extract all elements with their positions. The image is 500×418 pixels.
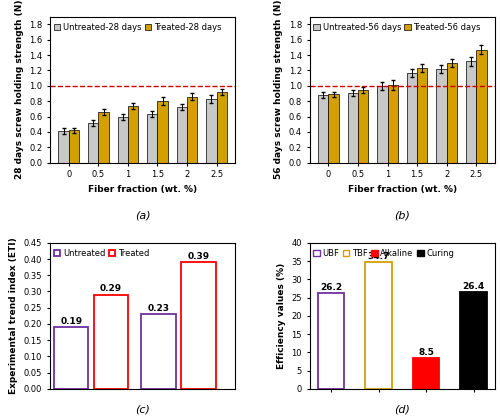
Bar	[158, 101, 168, 163]
Bar	[388, 85, 398, 163]
Text: 26.4: 26.4	[462, 282, 484, 291]
Text: 26.2: 26.2	[320, 283, 342, 292]
Bar	[147, 114, 158, 163]
Bar	[476, 50, 486, 163]
Bar	[69, 130, 79, 163]
Bar	[206, 99, 216, 163]
Text: (a): (a)	[135, 210, 150, 220]
Bar	[358, 90, 368, 163]
Text: 0.19: 0.19	[60, 316, 82, 326]
Y-axis label: Experimental trend index (ETI): Experimental trend index (ETI)	[10, 237, 18, 394]
Text: 0.29: 0.29	[100, 284, 122, 293]
Bar	[128, 106, 138, 163]
Text: 0.39: 0.39	[188, 252, 210, 261]
Bar	[216, 92, 227, 163]
Bar	[417, 68, 428, 163]
Bar	[94, 295, 128, 389]
X-axis label: Fiber fraction (wt. %): Fiber fraction (wt. %)	[348, 185, 457, 194]
Bar	[181, 263, 216, 389]
Text: 0.23: 0.23	[148, 303, 170, 313]
Text: (d): (d)	[394, 404, 410, 414]
Bar	[328, 94, 338, 163]
Legend: Untreated-56 days, Treated-56 days: Untreated-56 days, Treated-56 days	[310, 19, 484, 35]
Bar	[406, 73, 417, 163]
Bar	[446, 63, 457, 163]
Bar	[176, 107, 187, 163]
Text: (c): (c)	[136, 404, 150, 414]
Bar	[98, 112, 108, 163]
Bar	[142, 314, 176, 389]
Bar	[436, 69, 446, 163]
Text: (b): (b)	[394, 210, 410, 220]
Bar	[377, 86, 388, 163]
Text: 34.7: 34.7	[368, 252, 390, 261]
Bar	[466, 61, 476, 163]
Legend: UBF, TBF, Alkaline, Curing: UBF, TBF, Alkaline, Curing	[310, 245, 457, 261]
Bar	[348, 93, 358, 163]
Bar	[58, 131, 69, 163]
Y-axis label: 56 days screw holding strength (N): 56 days screw holding strength (N)	[274, 0, 283, 179]
Bar	[187, 97, 198, 163]
Bar	[88, 122, 99, 163]
Bar	[413, 358, 439, 389]
Y-axis label: 28 days screw holding strength (N): 28 days screw holding strength (N)	[14, 0, 24, 179]
Text: 8.5: 8.5	[418, 348, 434, 357]
Bar	[54, 327, 88, 389]
Bar	[460, 293, 486, 389]
Bar	[318, 95, 328, 163]
Y-axis label: Efficiency values (%): Efficiency values (%)	[277, 263, 286, 369]
Bar	[318, 293, 344, 389]
Legend: Untreated, Treated: Untreated, Treated	[50, 245, 152, 261]
Bar	[118, 117, 128, 163]
Bar	[366, 262, 392, 389]
Legend: Untreated-28 days, Treated-28 days: Untreated-28 days, Treated-28 days	[50, 19, 225, 35]
X-axis label: Fiber fraction (wt. %): Fiber fraction (wt. %)	[88, 185, 198, 194]
